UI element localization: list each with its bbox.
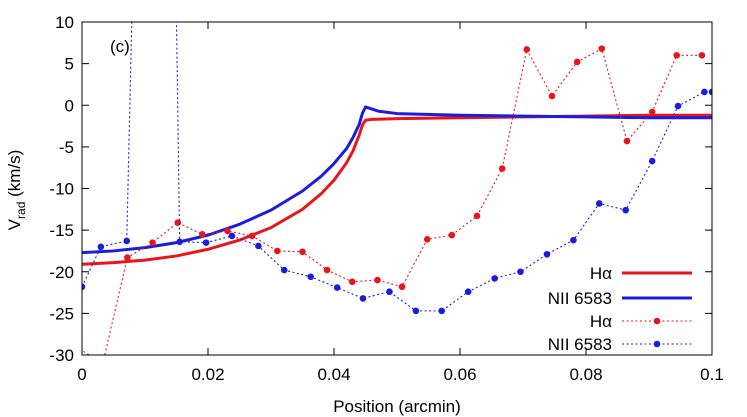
series-point-2 [573, 58, 581, 66]
legend-marker-3 [653, 340, 661, 348]
x-tick-label: 0.06 [443, 365, 476, 384]
legend: Hα NII 6583 Hα NII 6583 [548, 264, 692, 354]
series-line-0 [82, 113, 712, 266]
series-point-3 [622, 206, 629, 214]
series-point-2 [598, 45, 606, 52]
series-point-3 [543, 250, 551, 258]
legend-label-2: Hα [590, 312, 612, 331]
y-axis-label-unit: (km/s) [5, 150, 24, 202]
series-point-2 [473, 212, 481, 220]
series-point-3 [595, 200, 603, 207]
series-point-3 [202, 239, 210, 246]
series-point-2 [323, 266, 331, 274]
y-tick-label: -15 [49, 221, 74, 240]
series-dotted-line-3 [82, 22, 712, 312]
series-point-3 [438, 307, 446, 315]
series-point-3 [333, 284, 341, 291]
axes: 0 0.02 0.04 0.06 0.08 0.1 -30 -25 -20 -15 -10 -5 0 5 1… [49, 13, 723, 384]
series-point-3 [359, 295, 367, 302]
series-point-3 [708, 88, 712, 96]
series-point-2 [374, 276, 381, 284]
series-point-2 [124, 254, 131, 261]
series-point-2 [523, 46, 531, 53]
y-axis-label: Vrad (km/s) [5, 150, 28, 231]
series-point-3 [255, 242, 262, 250]
y-tick-label: -5 [59, 138, 74, 157]
y-tick-label: -20 [49, 263, 74, 282]
series-point-3 [674, 102, 682, 110]
series-point-2 [623, 137, 631, 145]
series-point-2 [398, 283, 406, 291]
panel-label: (c) [110, 37, 130, 56]
series-point-3 [97, 243, 105, 251]
y-axis-label-sub: rad [14, 202, 28, 219]
series-point-2 [698, 52, 706, 59]
series-point-2 [348, 278, 356, 286]
y-tick-label: -10 [49, 180, 74, 199]
series-point-2 [149, 239, 156, 246]
series-point-3 [386, 288, 393, 296]
legend-label-3: NII 6583 [548, 335, 612, 354]
series-point-3 [123, 237, 131, 245]
y-tick-label: -25 [49, 304, 74, 323]
y-axis-label-main: V [5, 218, 24, 230]
series-point-2 [648, 108, 656, 116]
legend-label-0: Hα [590, 264, 612, 283]
series-point-2 [448, 231, 456, 239]
series-point-2 [498, 165, 506, 172]
x-tick-label: 0.1 [700, 365, 724, 384]
series-point-3 [412, 307, 420, 315]
x-tick-label: 0.04 [317, 365, 350, 384]
x-axis-label: Position (arcmin) [333, 397, 461, 416]
series-point-2 [174, 219, 182, 226]
series-point-2 [548, 92, 556, 100]
series-point-3 [570, 236, 577, 244]
series-point-2 [274, 247, 281, 255]
legend-label-1: NII 6583 [548, 289, 612, 308]
series-point-3 [82, 283, 86, 291]
series-point-2 [423, 235, 431, 243]
x-tick-label: 0.02 [191, 365, 224, 384]
series-point-3 [307, 273, 314, 281]
series-line-1 [82, 105, 712, 255]
series-point-3 [280, 266, 288, 274]
series-dotted-line-2 [82, 47, 702, 355]
y-tick-label: 5 [65, 55, 74, 74]
y-tick-label: 10 [55, 13, 74, 32]
series-point-3 [648, 157, 656, 165]
series-point-3 [517, 268, 524, 276]
series-point-2 [199, 230, 206, 238]
y-tick-label: 0 [65, 96, 74, 115]
series-point-2 [248, 232, 256, 240]
series-point-3 [464, 288, 472, 296]
legend-marker-2 [653, 317, 661, 325]
y-tick-label: -30 [49, 346, 74, 365]
x-tick-label: 0 [77, 365, 86, 384]
series-point-2 [299, 248, 306, 256]
series-point-2 [224, 227, 231, 235]
plot-area [82, 22, 712, 355]
series-point-3 [228, 232, 236, 240]
series-point-2 [673, 52, 681, 59]
series-point-3 [176, 238, 183, 246]
series-point-3 [491, 275, 498, 282]
x-tick-label: 0.08 [569, 365, 602, 384]
series-point-3 [701, 88, 708, 96]
plot-frame [81, 21, 713, 356]
